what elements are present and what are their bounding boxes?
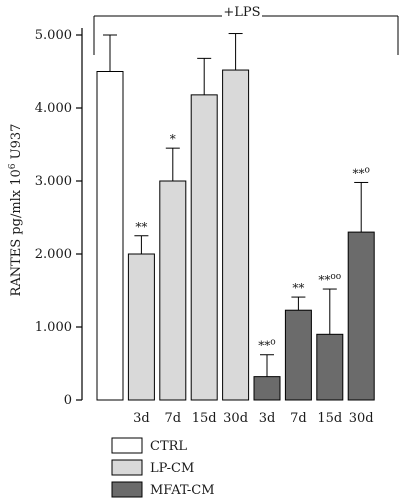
- y-axis-label-unit: U937: [9, 124, 24, 164]
- bar-2: [159, 180, 187, 401]
- significance-label-1: **: [135, 220, 147, 234]
- bar-4: [222, 69, 250, 401]
- y-tick-label-0: 0: [64, 393, 72, 408]
- y-tick-label-4: 4.000: [35, 101, 72, 116]
- bar-1: [127, 253, 155, 401]
- y-tick-group: 0 1.000 2.000 3.000 4.000 5.000: [35, 28, 82, 408]
- legend-swatch-ctrl: [111, 437, 143, 454]
- lps-bracket-label: +LPS: [223, 5, 260, 20]
- bar-7: [316, 333, 344, 401]
- y-tick-label-2: 2.000: [35, 247, 72, 262]
- category-label-5: 3d: [259, 411, 276, 426]
- legend-swatch-mfat-cm: [111, 481, 143, 498]
- significance-label-2: *: [170, 132, 176, 146]
- category-label-4: 30d: [223, 411, 248, 426]
- legend-label-ctrl: CTRL: [150, 439, 187, 454]
- category-label-8: 30d: [349, 411, 374, 426]
- legend-label-lp-cm: LP-CM: [150, 461, 194, 476]
- significance-label-8: **o: [352, 165, 369, 180]
- category-label-1: 3d: [133, 411, 150, 426]
- category-label-2: 7d: [165, 411, 182, 426]
- y-tick-label-1: 1.000: [35, 320, 72, 335]
- bar-5: [253, 376, 281, 401]
- lps-bracket: +LPS: [93, 5, 399, 55]
- y-axis-label-main: RANTES pg/mlx 10: [9, 169, 24, 296]
- legend: CTRL LP-CM MFAT-CM: [111, 437, 215, 498]
- significance-label-5: **o: [258, 338, 275, 353]
- bar-8: [347, 231, 375, 401]
- bar-group: *****o****oo**o: [96, 33, 375, 401]
- legend-swatch-lp-cm: [111, 459, 143, 476]
- category-label-group: 3d 7d 15d 30d 3d 7d 15d 30d: [133, 411, 374, 426]
- significance-label-6: **: [292, 281, 304, 295]
- category-label-6: 7d: [290, 411, 307, 426]
- bar-3: [190, 94, 218, 401]
- bar-6: [284, 309, 312, 401]
- significance-label-7: **oo: [318, 272, 341, 287]
- bar-0: [96, 71, 124, 401]
- y-axis-label: RANTES pg/mlx 106 U937: [8, 124, 24, 297]
- legend-label-mfat-cm: MFAT-CM: [150, 483, 215, 498]
- category-label-3: 15d: [192, 411, 217, 426]
- y-tick-label-3: 3.000: [35, 174, 72, 189]
- y-axis-label-sup: 6: [8, 163, 18, 169]
- y-tick-label-5: 5.000: [35, 28, 72, 43]
- category-label-7: 15d: [317, 411, 342, 426]
